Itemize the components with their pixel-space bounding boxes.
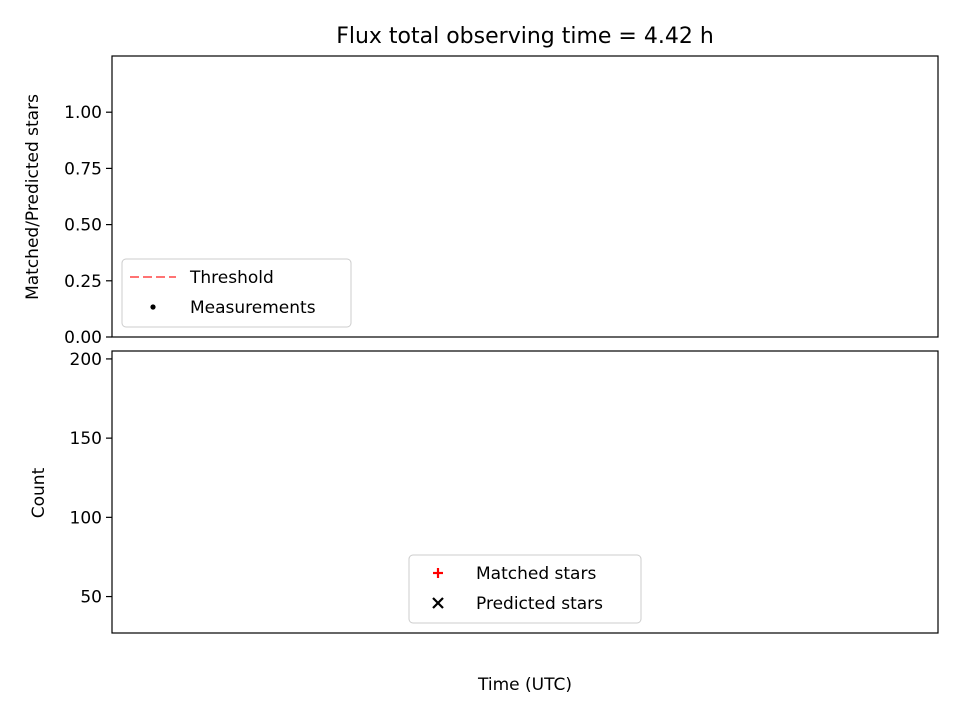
- top-y-tick-label: 0.50: [64, 216, 102, 236]
- bottom-y-tick-label: 200: [70, 350, 102, 370]
- top-y-ticks: 0.00 0.25 0.50 0.75 1.00: [64, 103, 112, 348]
- top-y-tick-label: 1.00: [64, 103, 102, 123]
- legend-matched-swatch: [433, 568, 443, 578]
- bottom-y-axis-label: Count: [29, 467, 49, 518]
- bottom-legend-box: [408, 554, 642, 624]
- top-y-tick-label: 0.75: [64, 159, 102, 179]
- top-axes-frame: [111, 55, 939, 338]
- legend-predicted-label: Predicted stars: [476, 594, 603, 614]
- top-y-axis-label: Matched/Predicted stars: [23, 94, 43, 300]
- bottom-y-tick-label: 150: [70, 429, 102, 449]
- chart-title: Flux total observing time = 4.42 h: [336, 24, 714, 49]
- legend-measurements-swatch: [150, 304, 156, 310]
- top-legend: Threshold Measurements: [121, 258, 352, 328]
- top-panel: 0.00 0.25 0.50 0.75 1.00 Matched/Predicted s…: [23, 55, 939, 348]
- top-legend-box: [121, 258, 352, 328]
- top-y-tick-label: 0.00: [64, 328, 102, 348]
- legend-matched-label: Matched stars: [476, 564, 596, 584]
- bottom-y-ticks: 50 100 150 200: [70, 350, 112, 608]
- bottom-y-tick-label: 50: [80, 588, 102, 608]
- bottom-axes-frame: [111, 350, 939, 634]
- legend-predicted-swatch: [432, 597, 444, 609]
- legend-threshold-label: Threshold: [189, 268, 274, 288]
- x-axis-label: Time (UTC): [477, 675, 572, 695]
- top-y-tick-label: 0.25: [64, 272, 102, 292]
- legend-measurements-label: Measurements: [190, 298, 316, 318]
- bottom-legend: Matched stars Predicted stars: [408, 554, 642, 624]
- bottom-y-tick-label: 100: [70, 508, 102, 528]
